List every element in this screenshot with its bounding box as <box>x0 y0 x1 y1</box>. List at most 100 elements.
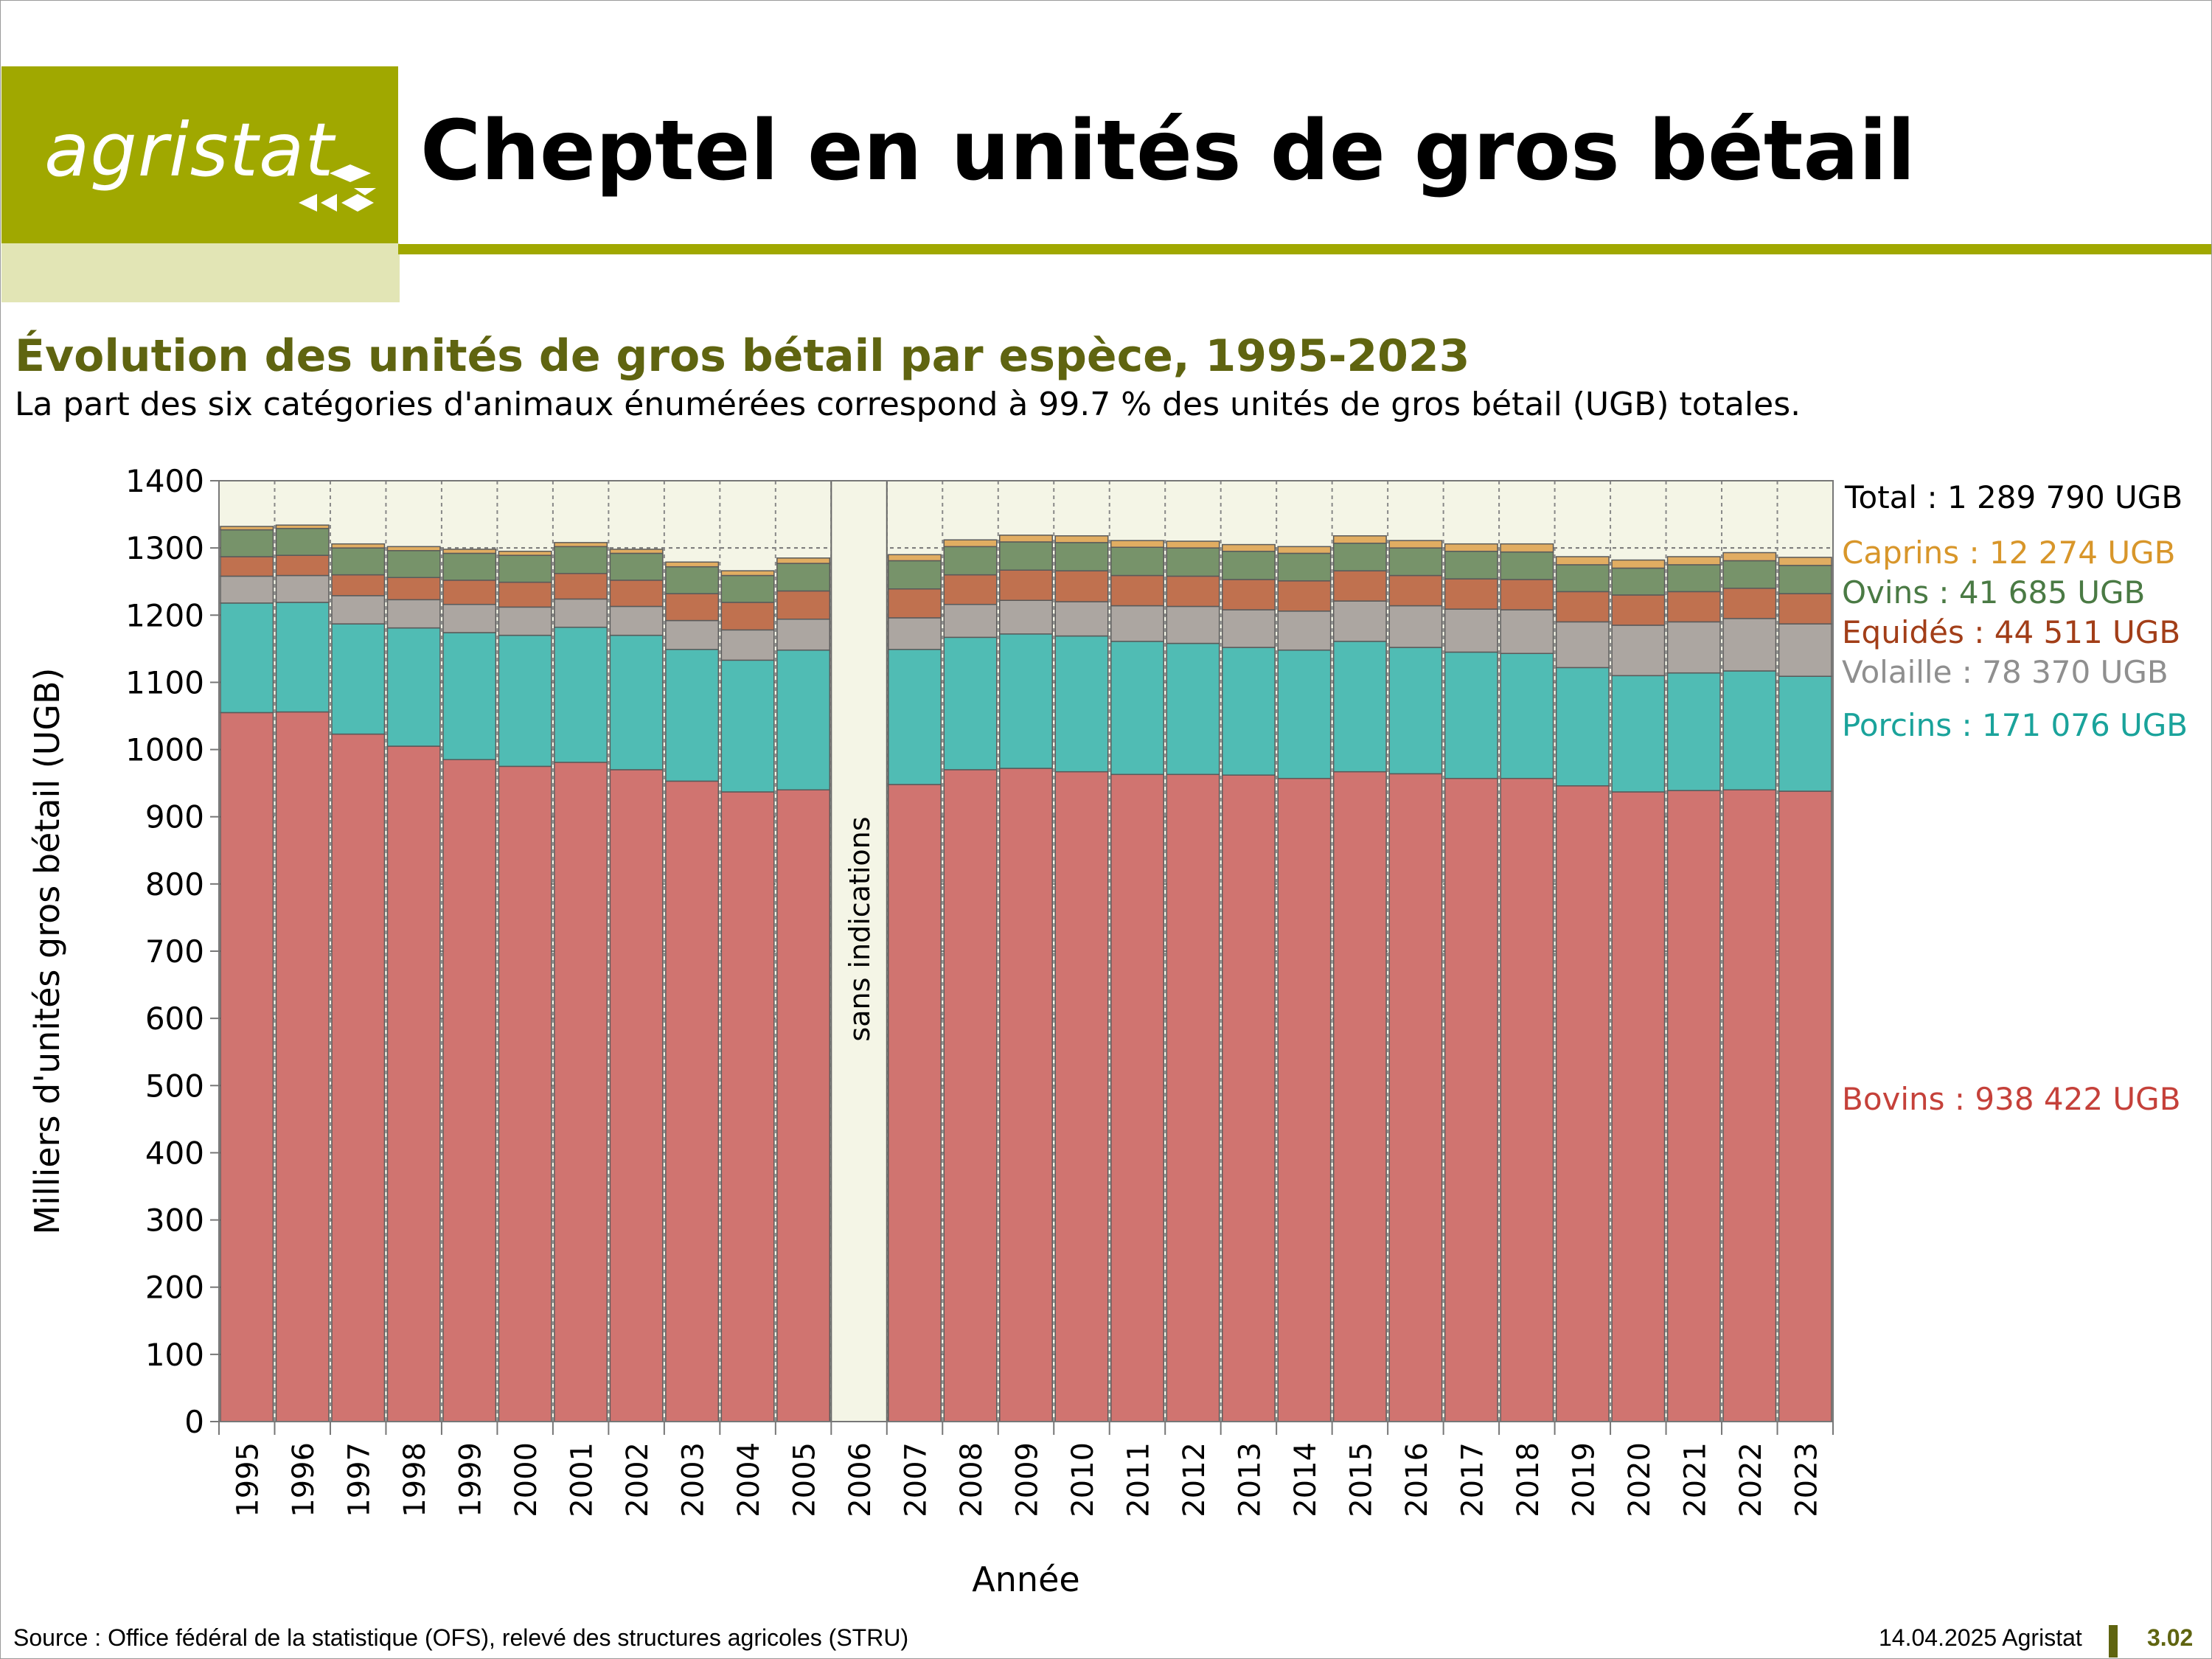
bar-equidés-2018 <box>1500 579 1554 611</box>
bar-volaille-2008 <box>943 603 998 639</box>
bar-bovins-2004 <box>720 791 775 1422</box>
bar-ovins-2019 <box>1555 564 1610 593</box>
agristat-logo-text: agristat <box>44 107 335 193</box>
bar-caprins-2011 <box>1110 540 1164 548</box>
bar-caprins-2010 <box>1054 535 1109 543</box>
bar-ovins-2007 <box>888 560 942 590</box>
bar-caprins-2002 <box>609 549 664 554</box>
bar-bovins-1995 <box>220 712 274 1422</box>
bar-equidés-2017 <box>1444 578 1498 610</box>
logo-panel <box>1 66 398 243</box>
bar-ovins-2000 <box>498 554 552 583</box>
plot-frame <box>218 480 1834 1422</box>
y-tick-label: 1000 <box>125 732 204 768</box>
bar-volaille-2020 <box>1611 625 1666 677</box>
y-tick-label: 800 <box>145 866 204 902</box>
bar-porcins-2015 <box>1332 641 1387 773</box>
bar-volaille-2018 <box>1500 609 1554 654</box>
bar-porcins-1996 <box>275 602 330 713</box>
bar-porcins-2023 <box>1778 675 1832 792</box>
bar-caprins-2009 <box>999 535 1053 543</box>
bar-caprins-2008 <box>943 539 998 548</box>
x-axis-label: Année <box>972 1559 1079 1593</box>
bar-volaille-2009 <box>999 599 1053 635</box>
x-tick-label: 1995 <box>232 1442 265 1517</box>
footer-source: Source : Office fédéral de la statistiqu… <box>13 1624 909 1651</box>
bar-caprins-2022 <box>1722 552 1777 562</box>
bar-bovins-2016 <box>1388 773 1443 1422</box>
bar-caprins-2001 <box>554 542 608 548</box>
bar-bovins-2013 <box>1221 774 1276 1422</box>
bar-porcins-2003 <box>665 649 720 782</box>
bar-equidés-2013 <box>1221 579 1276 611</box>
x-tick-label: 2013 <box>1233 1442 1267 1517</box>
bar-ovins-2001 <box>554 546 608 574</box>
bar-equidés-2004 <box>720 602 775 631</box>
x-tick-label: 1997 <box>343 1442 377 1517</box>
bar-porcins-1998 <box>386 627 441 747</box>
bar-porcins-1995 <box>220 602 274 714</box>
logo-shadow-band <box>1 243 400 302</box>
bar-caprins-2017 <box>1444 543 1498 552</box>
bar-ovins-2018 <box>1500 551 1554 580</box>
y-tick-labels: 0 100 200 300 400 500 600 700 800 900 1000 1100 1200… <box>125 463 204 1440</box>
bar-equidés-2011 <box>1110 574 1164 607</box>
series-label-equidés: Equidés : 44 511 UGB <box>1842 614 2180 650</box>
bar-equidés-2023 <box>1778 593 1832 625</box>
bars <box>220 524 1832 1422</box>
x-tick-label: 2017 <box>1455 1442 1489 1517</box>
chart-title: Évolution des unités de gros bétail par … <box>15 330 1470 382</box>
no-data-column <box>830 480 888 1422</box>
bar-equidés-2005 <box>776 590 831 620</box>
y-tick-label: 400 <box>145 1135 204 1171</box>
x-tick-label: 2007 <box>900 1442 933 1517</box>
y-tick-label: 200 <box>145 1270 204 1306</box>
bar-porcins-2018 <box>1500 653 1554 779</box>
x-tick-label: 2001 <box>566 1442 599 1517</box>
bar-bovins-2001 <box>554 762 608 1422</box>
bar-ovins-2023 <box>1778 565 1832 594</box>
footer-page-number: 3.02 <box>2147 1624 2194 1651</box>
y-tick-label: 500 <box>145 1068 204 1104</box>
bar-equidés-2008 <box>943 574 998 605</box>
bar-porcins-2019 <box>1555 667 1610 787</box>
bar-volaille-2012 <box>1166 605 1220 644</box>
x-tick-label: 2014 <box>1289 1442 1323 1517</box>
bar-equidés-2014 <box>1277 580 1332 612</box>
bar-ovins-2010 <box>1054 542 1109 571</box>
bar-caprins-2019 <box>1555 556 1610 566</box>
bar-bovins-2011 <box>1110 773 1164 1422</box>
x-tick-label: 2018 <box>1512 1442 1545 1517</box>
bar-volaille-2014 <box>1277 611 1332 651</box>
agristat-logo-icon <box>299 164 376 212</box>
bar-bovins-1996 <box>275 711 330 1422</box>
bar-caprins-1996 <box>275 524 330 529</box>
bar-porcins-2021 <box>1666 672 1721 791</box>
bar-equidés-2020 <box>1611 594 1666 626</box>
footer-divider <box>2109 1625 2118 1658</box>
bar-caprins-2003 <box>665 561 720 568</box>
axes <box>218 480 1834 1435</box>
x-tick-label: 2009 <box>1011 1442 1045 1517</box>
bar-caprins-2014 <box>1277 546 1332 554</box>
bar-equidés-2001 <box>554 573 608 600</box>
bar-ovins-2020 <box>1611 567 1666 596</box>
y-tick-label: 1100 <box>125 664 204 700</box>
bar-bovins-2000 <box>498 765 552 1422</box>
bar-caprins-2005 <box>776 557 831 564</box>
bar-ovins-1998 <box>386 550 441 578</box>
bar-caprins-2007 <box>888 554 942 562</box>
bar-porcins-2005 <box>776 649 831 791</box>
x-tick-label: 2019 <box>1567 1442 1601 1517</box>
bar-bovins-2018 <box>1500 778 1554 1422</box>
bar-bovins-2023 <box>1778 790 1832 1422</box>
bar-bovins-1999 <box>442 759 497 1422</box>
x-tick-label: 2010 <box>1066 1442 1100 1517</box>
bar-volaille-2011 <box>1110 605 1164 642</box>
y-tick-label: 300 <box>145 1203 204 1239</box>
bar-ovins-2014 <box>1277 552 1332 582</box>
bar-porcins-1999 <box>442 632 497 760</box>
bar-ovins-2008 <box>943 546 998 576</box>
bar-bovins-2017 <box>1444 778 1498 1422</box>
x-tick-label: 2000 <box>509 1442 543 1517</box>
